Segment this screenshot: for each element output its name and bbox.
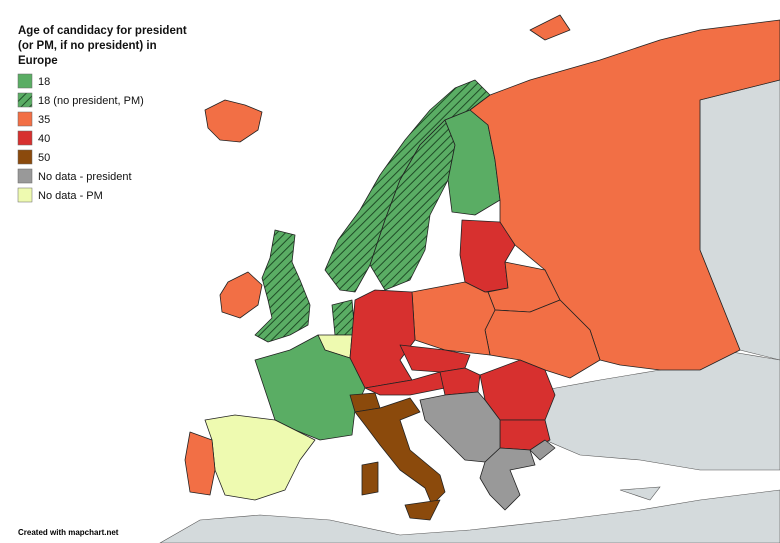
country — [529, 14, 571, 41]
country — [184, 431, 216, 496]
legend-swatch — [17, 149, 33, 165]
country — [204, 99, 263, 143]
legend-swatch — [17, 111, 33, 127]
country — [479, 447, 536, 511]
legend-label: No data - PM — [38, 190, 103, 202]
country — [404, 499, 441, 521]
legend-swatch — [17, 73, 33, 89]
country — [349, 289, 416, 389]
legend-swatch — [17, 130, 33, 146]
legend-label: 50 — [38, 152, 50, 164]
country — [331, 299, 356, 336]
country — [219, 271, 263, 319]
legend-swatch — [17, 187, 33, 203]
country — [254, 229, 311, 343]
footer: Created with mapchart.net — [18, 528, 119, 537]
legend-label: 40 — [38, 133, 50, 145]
country — [529, 439, 556, 461]
country — [439, 367, 481, 396]
legend-label: 18 — [38, 76, 50, 88]
legend-label: 18 (no president, PM) — [38, 95, 144, 107]
legend: 18 18 (no president, PM) 35 40 50 No data - p… — [17, 73, 144, 203]
country — [411, 281, 496, 356]
title: Age of candidacy for president (or PM, if… — [18, 25, 187, 67]
legend-label: 35 — [38, 114, 50, 126]
background-land — [159, 79, 780, 543]
countries — [184, 14, 780, 521]
legend-label: No data - president — [38, 171, 132, 183]
legend-swatch — [17, 168, 33, 184]
country — [354, 397, 446, 506]
country — [361, 461, 379, 496]
legend-swatch — [17, 92, 33, 108]
